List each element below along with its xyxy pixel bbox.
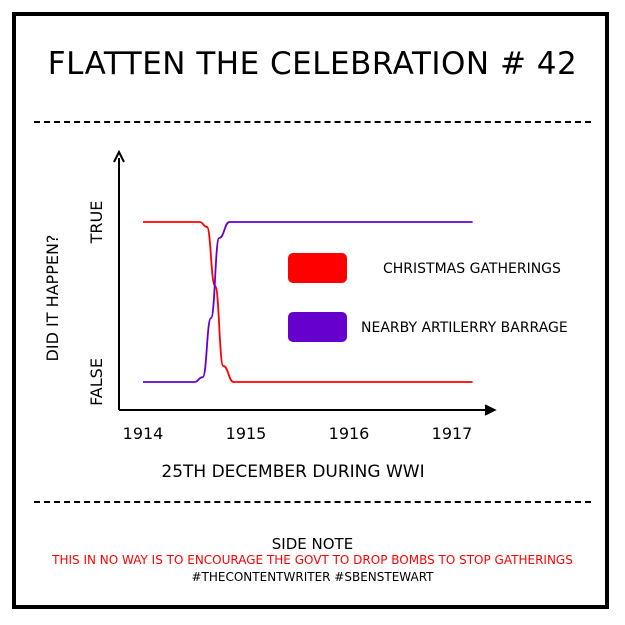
chart-legend: CHRISTMAS GATHERINGS NEARBY ARTILERRY BAR… bbox=[288, 253, 568, 342]
y-tick-label: FALSE bbox=[87, 358, 106, 406]
y-axis-title: DID IT HAPPEN? bbox=[43, 235, 62, 362]
x-tick-label: 1915 bbox=[226, 424, 267, 443]
chart-series bbox=[143, 221, 473, 383]
legend-swatch-1 bbox=[288, 312, 347, 342]
series-line-0 bbox=[143, 221, 473, 383]
chart-labels: 1914 1915 1916 1917 TRUE FALSE 25TH DECEMBER D… bbox=[43, 201, 472, 482]
legend-swatch-0 bbox=[288, 253, 347, 283]
side-note-warning: THIS IN NO WAY IS TO ENCOURAGE THE GOVT … bbox=[52, 553, 573, 567]
top-dashed-divider bbox=[34, 121, 591, 123]
legend-label-1: NEARBY ARTILERRY BARRAGE bbox=[361, 320, 568, 336]
comic-frame bbox=[12, 12, 609, 609]
series-line-1 bbox=[143, 221, 473, 383]
bottom-dashed-divider bbox=[34, 501, 591, 503]
x-tick-label: 1917 bbox=[432, 424, 473, 443]
page-title: FLATTEN THE CELEBRATION # 42 bbox=[47, 46, 578, 82]
x-axis-arrow-icon bbox=[484, 404, 497, 416]
x-tick-label: 1916 bbox=[329, 424, 370, 443]
legend-label-0: CHRISTMAS GATHERINGS bbox=[383, 261, 561, 277]
chart-axes bbox=[113, 149, 497, 416]
side-note-tags: #THECONTENTWRITER #SBENSTEWART bbox=[191, 570, 434, 584]
y-tick-label: TRUE bbox=[87, 201, 106, 245]
x-tick-label: 1914 bbox=[123, 424, 164, 443]
x-axis-title: 25TH DECEMBER DURING WWI bbox=[161, 462, 424, 482]
side-note-heading: SIDE NOTE bbox=[271, 535, 354, 553]
y-axis-arrow-icon bbox=[113, 149, 125, 163]
